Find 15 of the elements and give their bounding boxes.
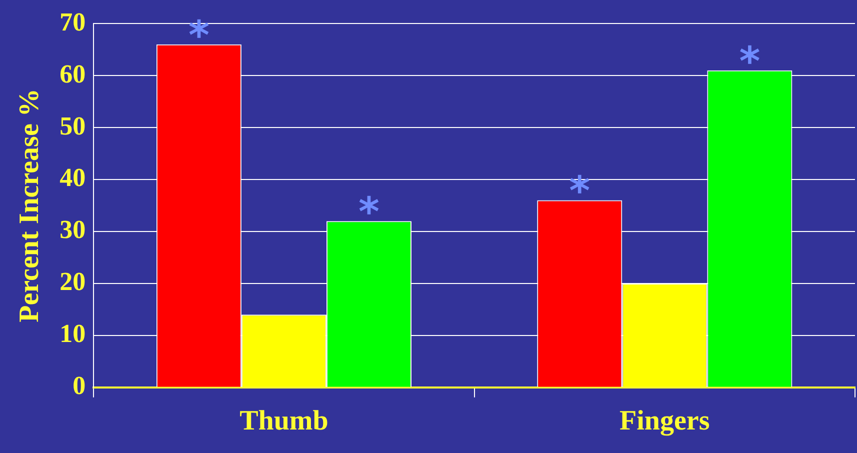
- y-tick-label: 0: [72, 371, 86, 400]
- annotation: *: [358, 189, 380, 236]
- y-tick-label: 60: [60, 59, 86, 88]
- y-axis-title: Percent Increase %: [14, 88, 46, 322]
- annotation: *: [739, 38, 760, 85]
- x-tick-label: Thumb: [240, 405, 328, 436]
- y-tick-label: 10: [60, 319, 86, 348]
- y-tick-label: 50: [60, 111, 86, 140]
- annotation: *: [188, 12, 210, 59]
- y-tick-label: 30: [60, 215, 86, 244]
- annotation: *: [569, 168, 590, 215]
- y-tick-label: 20: [60, 267, 86, 296]
- y-tick-label: 70: [60, 7, 86, 36]
- x-tick-label: Fingers: [620, 405, 710, 436]
- y-tick-label: 40: [60, 163, 86, 192]
